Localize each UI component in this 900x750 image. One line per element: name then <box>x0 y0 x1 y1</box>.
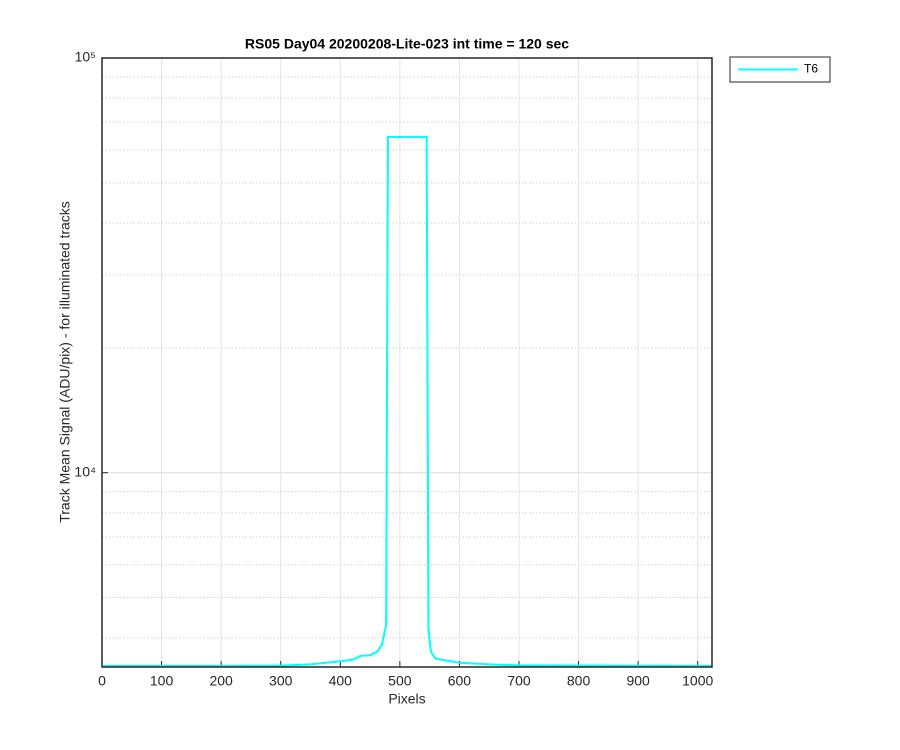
legend: T6 <box>729 56 831 83</box>
chart-title: RS05 Day04 20200208-Lite-023 int time = … <box>245 36 569 52</box>
x-tick-label: 100 <box>150 673 174 689</box>
x-tick-label: 1000 <box>682 673 713 689</box>
x-tick-label: 400 <box>329 673 353 689</box>
x-tick-label: 800 <box>567 673 591 689</box>
y-axis-label: Track Mean Signal (ADU/pix) - for illumi… <box>57 201 73 523</box>
x-tick-label: 300 <box>269 673 293 689</box>
x-tick-label: 200 <box>209 673 233 689</box>
data-line <box>102 135 713 667</box>
x-axis-label: Pixels <box>388 691 425 707</box>
x-tick-label: 700 <box>507 673 531 689</box>
axes-frame <box>101 57 713 668</box>
x-tick-label: 500 <box>388 673 412 689</box>
x-tick-label: 900 <box>626 673 650 689</box>
y-tick-label: 10⁴ <box>74 463 96 479</box>
legend-label: T6 <box>804 62 818 76</box>
x-tick-label: 600 <box>448 673 472 689</box>
x-tick-label: 0 <box>98 673 106 689</box>
y-tick-label: 10⁵ <box>75 49 96 65</box>
